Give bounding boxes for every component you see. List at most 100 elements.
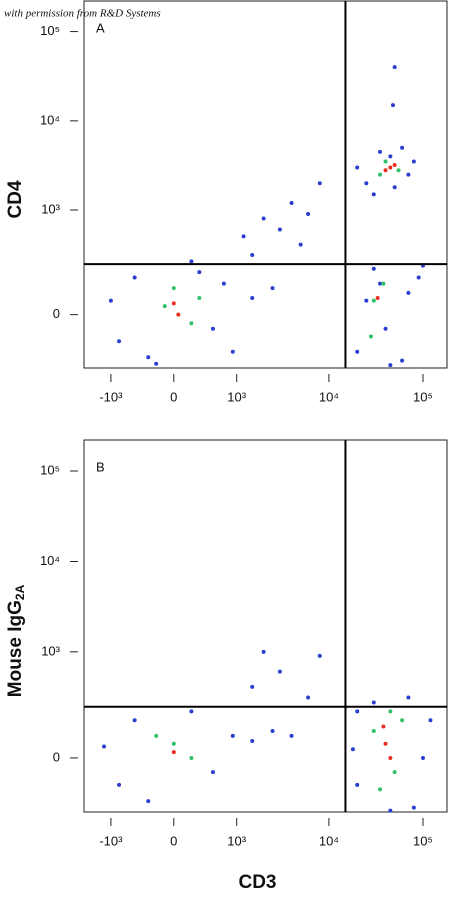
event-dot (388, 709, 393, 714)
event-dot (378, 172, 383, 177)
plot-frame (83, 439, 448, 813)
event-dot (364, 298, 369, 303)
event-dot (317, 181, 322, 186)
event-dot (411, 159, 416, 164)
data-points (102, 649, 433, 813)
y-tick-label: 10³ (41, 201, 60, 216)
event-dot (392, 185, 397, 190)
event-dot (355, 782, 360, 787)
panel-label: A (96, 20, 105, 35)
event-dot (241, 234, 246, 239)
event-dot (381, 724, 386, 729)
x-tick-label: -10³ (99, 389, 123, 404)
event-dot (298, 242, 303, 247)
event-dot (388, 363, 393, 368)
event-dot (250, 253, 255, 258)
x-tick-label: 10⁴ (319, 389, 339, 404)
event-dot (189, 259, 194, 264)
event-dot (146, 799, 151, 804)
y-tick-label: 10⁵ (40, 462, 60, 477)
event-dot (117, 339, 122, 344)
event-dot (230, 733, 235, 738)
event-dot (162, 304, 167, 309)
event-dot (289, 200, 294, 205)
event-dot (371, 266, 376, 271)
event-dot (289, 733, 294, 738)
y-axis-title-subscript: 2A (13, 584, 27, 600)
event-dot (306, 212, 311, 217)
event-dot (390, 103, 395, 108)
event-dot (388, 165, 393, 170)
event-dot (270, 728, 275, 733)
x-tick-label: 0 (170, 389, 177, 404)
plot-frame (83, 0, 448, 369)
event-dot (355, 709, 360, 714)
event-dot (261, 216, 266, 221)
y-tick-label: 10³ (41, 643, 60, 658)
event-dot (154, 733, 159, 738)
y-axis-title-text: Mouse IgG (5, 600, 26, 697)
event-dot (420, 755, 425, 760)
event-dot (350, 747, 355, 752)
event-dot (210, 770, 215, 775)
event-dot (371, 700, 376, 705)
event-dot (388, 755, 393, 760)
event-dot (197, 295, 202, 300)
event-dot (406, 290, 411, 295)
event-dot (406, 695, 411, 700)
event-dot (381, 281, 386, 286)
event-dot (108, 298, 113, 303)
event-dot (189, 755, 194, 760)
y-tick-label: 10⁴ (40, 112, 60, 127)
event-dot (132, 275, 137, 280)
event-dot (261, 649, 266, 654)
event-dot (102, 744, 107, 749)
x-tick-label: -10³ (99, 833, 123, 848)
x-tick-label: 0 (170, 833, 177, 848)
event-dot (428, 718, 433, 723)
event-dot (171, 741, 176, 746)
event-dot (392, 65, 397, 70)
event-dot (416, 275, 421, 280)
event-dot (132, 718, 137, 723)
event-dot (400, 358, 405, 363)
event-dot (400, 718, 405, 723)
event-dot (154, 361, 159, 366)
y-tick-label: 0 (53, 306, 60, 321)
y-axis-title: Mouse IgG2A (5, 584, 27, 697)
event-dot (378, 281, 383, 286)
event-dot (383, 168, 388, 173)
event-dot (392, 770, 397, 775)
event-dot (355, 349, 360, 354)
event-dot (250, 739, 255, 744)
y-tick-label: 10⁴ (40, 553, 60, 568)
event-dot (406, 172, 411, 177)
event-dot (197, 270, 202, 275)
event-dot (146, 355, 151, 360)
data-points (108, 65, 425, 368)
event-dot (383, 159, 388, 164)
y-tick-label: 10⁵ (40, 23, 60, 38)
event-dot (250, 295, 255, 300)
event-dot (221, 281, 226, 286)
event-dot (230, 349, 235, 354)
event-dot (250, 684, 255, 689)
event-dot (171, 301, 176, 306)
event-dot (277, 227, 282, 232)
event-dot (117, 782, 122, 787)
event-dot (189, 321, 194, 326)
event-dot (375, 295, 380, 300)
event-dot (392, 163, 397, 168)
y-axis-title: CD4 (5, 180, 26, 218)
event-dot (171, 750, 176, 755)
event-dot (355, 165, 360, 170)
event-dot (388, 154, 393, 159)
x-tick-label: 10⁴ (319, 833, 339, 848)
event-dot (396, 168, 401, 173)
event-dot (378, 787, 383, 792)
event-dot (270, 286, 275, 291)
event-dot (176, 312, 181, 317)
event-dot (400, 145, 405, 150)
event-dot (364, 181, 369, 186)
event-dot (371, 728, 376, 733)
